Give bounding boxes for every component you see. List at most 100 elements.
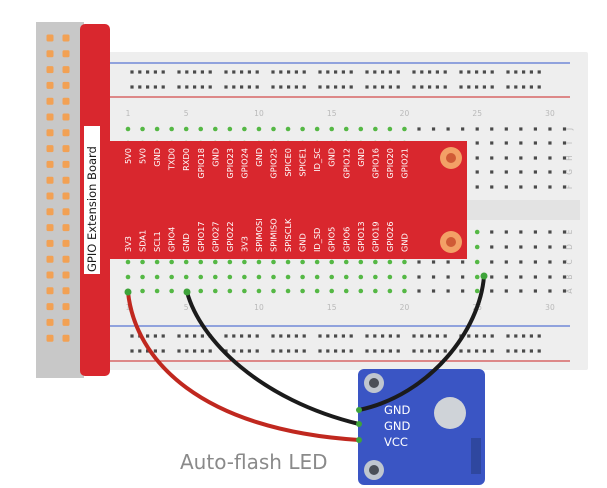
rail-hole xyxy=(193,70,197,74)
terminal-hole xyxy=(519,127,523,131)
row-letter: J xyxy=(565,128,574,131)
terminal-hole-active xyxy=(256,288,262,294)
rail-hole xyxy=(177,70,181,74)
top-pin-label: GPIO25 xyxy=(269,148,279,179)
rail-hole xyxy=(443,334,447,338)
rail-hole xyxy=(232,85,236,89)
red-wire-3v3-to-vcc xyxy=(126,290,361,442)
rail-hole xyxy=(373,349,377,353)
terminal-hole-active xyxy=(140,274,145,280)
header-pin xyxy=(62,176,70,184)
terminal-hole-active xyxy=(227,274,233,280)
terminal-hole-active xyxy=(271,126,276,132)
module-pin-gnd-2: GND xyxy=(384,419,411,433)
terminal-hole xyxy=(417,260,421,264)
terminal-hole-active xyxy=(154,288,160,294)
header-pin xyxy=(62,50,70,58)
rail-hole xyxy=(326,349,330,353)
header-pin xyxy=(46,81,54,89)
rail-hole xyxy=(326,70,330,74)
terminal-hole-active xyxy=(474,229,480,235)
rail-hole xyxy=(247,85,251,89)
terminal-hole-active xyxy=(198,274,204,280)
bottom-pin-label: GPIO22 xyxy=(225,221,235,252)
terminal-hole-active xyxy=(314,288,320,294)
rail-hole xyxy=(388,70,392,74)
header-pin xyxy=(46,303,54,311)
column-number: 15 xyxy=(327,303,337,312)
terminal-hole xyxy=(519,141,523,145)
bottom-pin-label: ID_SD xyxy=(312,228,322,252)
header-pin xyxy=(46,318,54,326)
terminal-hole-active xyxy=(242,126,247,132)
rail-hole xyxy=(294,85,298,89)
rail-hole xyxy=(138,70,142,74)
terminal-hole-active xyxy=(314,274,320,280)
raspberry-pi-header xyxy=(36,22,84,378)
header-pin xyxy=(62,81,70,89)
row-letters: J I H G F E D C B A xyxy=(565,128,574,294)
terminal-hole xyxy=(519,170,523,174)
header-pin xyxy=(62,66,70,74)
terminal-hole-active xyxy=(373,126,378,132)
rail-hole xyxy=(177,334,181,338)
terminal-hole xyxy=(519,230,523,234)
header-pin xyxy=(62,145,70,153)
black-wire-tip-2 xyxy=(480,272,488,280)
column-number: 20 xyxy=(400,109,410,118)
terminal-hole xyxy=(431,260,436,264)
row-letter: C xyxy=(565,259,574,264)
black-wire-gnd-to-gnd xyxy=(185,290,361,426)
rail-hole xyxy=(349,70,353,74)
bottom-pin-label: GND xyxy=(399,233,409,252)
column-number: 10 xyxy=(254,303,264,312)
header-pin xyxy=(62,239,70,247)
rail-hole xyxy=(146,349,150,353)
rail-hole xyxy=(161,85,165,89)
rail-hole xyxy=(318,70,322,74)
terminal-hole xyxy=(562,260,567,264)
top-pin-label: RXD0 xyxy=(181,148,191,171)
rail-hole xyxy=(537,349,541,353)
header-pin xyxy=(46,145,54,153)
terminal-hole-active xyxy=(227,288,233,294)
header-pin xyxy=(46,113,54,121)
rail-hole xyxy=(365,349,369,353)
rail-hole xyxy=(224,70,228,74)
terminal-hole xyxy=(533,156,537,160)
row-letter: B xyxy=(565,274,574,279)
terminal-hole-active xyxy=(256,259,262,265)
terminal-hole xyxy=(446,260,450,264)
terminal-hole-active xyxy=(198,126,204,132)
terminal-hole-active xyxy=(329,288,335,294)
terminal-hole-active xyxy=(474,274,480,280)
terminal-hole xyxy=(431,289,436,293)
terminal-hole-active xyxy=(343,126,349,132)
terminal-hole xyxy=(548,156,552,160)
terminal-hole xyxy=(548,289,552,293)
rail-hole xyxy=(506,349,510,353)
bottom-pin-label: GPIO13 xyxy=(356,221,366,252)
rail-hole xyxy=(255,85,259,89)
terminal-hole xyxy=(562,185,567,189)
terminal-hole-active xyxy=(242,288,247,294)
terminal-hole xyxy=(461,260,465,264)
terminal-hole xyxy=(490,230,494,234)
row-letter: I xyxy=(565,142,574,144)
header-pin xyxy=(46,287,54,295)
rail-hole xyxy=(443,349,447,353)
rail-hole xyxy=(341,334,345,338)
rail-hole xyxy=(271,70,275,74)
row-letter: F xyxy=(565,185,574,189)
column-number: 30 xyxy=(545,109,555,118)
rail-hole xyxy=(318,85,322,89)
terminal-hole-active xyxy=(213,288,218,294)
rail-hole xyxy=(381,349,385,353)
terminal-hole xyxy=(490,170,494,174)
terminal-hole xyxy=(533,275,537,279)
terminal-hole-active xyxy=(198,288,204,294)
terminal-hole-active xyxy=(183,126,189,132)
terminal-hole xyxy=(490,275,494,279)
rail-hole xyxy=(467,85,471,89)
column-number: 25 xyxy=(472,109,482,118)
